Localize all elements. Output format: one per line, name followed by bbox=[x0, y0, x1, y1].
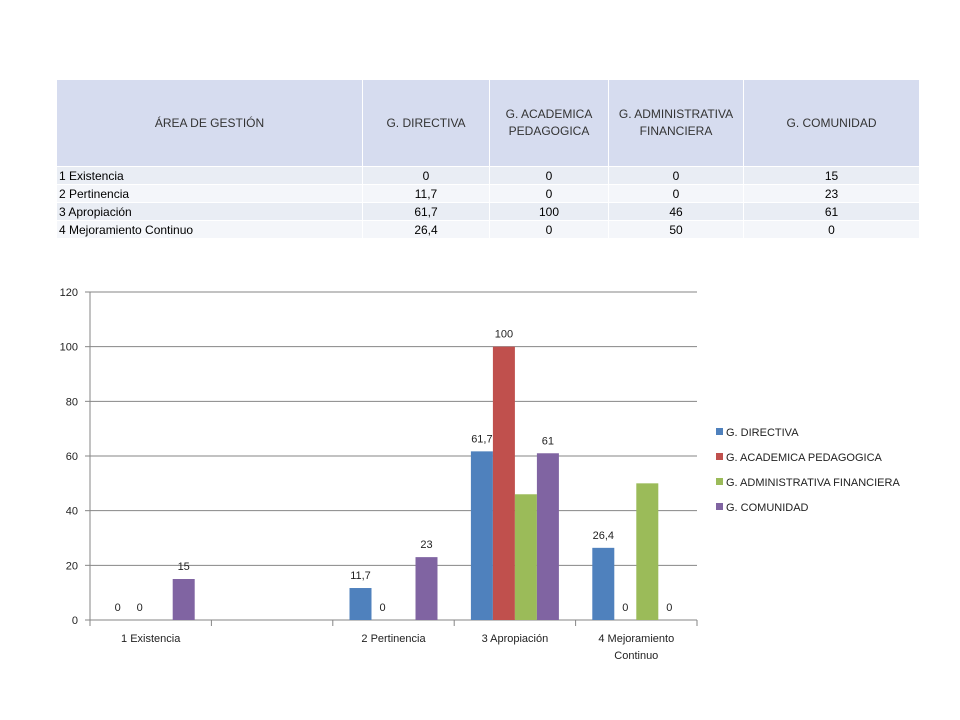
bar bbox=[592, 547, 615, 620]
data-label: 61 bbox=[542, 435, 554, 447]
table-header-row: ÁREA DE GESTIÓN G. DIRECTIVA G. ACADEMIC… bbox=[57, 80, 920, 167]
bar bbox=[172, 579, 195, 620]
bar bbox=[415, 557, 438, 620]
data-label: 11,7 bbox=[350, 570, 371, 582]
table-cell: 26,4 bbox=[362, 220, 490, 238]
bar bbox=[492, 346, 515, 620]
table-cell: 0 bbox=[362, 166, 490, 185]
data-label: 0 bbox=[379, 602, 385, 614]
legend-label: G. COMUNIDAD bbox=[726, 502, 809, 514]
bar bbox=[514, 494, 537, 620]
table-cell: 11,7 bbox=[362, 184, 490, 203]
x-tick-label: 4 Mejoramiento bbox=[598, 633, 674, 645]
header-academica: G. ACADEMICA PEDAGOGICA bbox=[489, 80, 609, 167]
row-label: 4 Mejoramiento Continuo bbox=[57, 220, 363, 238]
row-label: 2 Pertinencia bbox=[57, 184, 363, 203]
header-directiva: G. DIRECTIVA bbox=[362, 80, 490, 167]
table-row: 4 Mejoramiento Continuo 26,4 0 50 0 bbox=[57, 220, 920, 238]
y-tick-label: 60 bbox=[66, 451, 78, 463]
header-administrativa: G. ADMINISTRATIVA FINANCIERA bbox=[608, 80, 744, 167]
y-tick-label: 100 bbox=[60, 342, 78, 354]
data-label: 0 bbox=[666, 602, 672, 614]
y-tick-label: 0 bbox=[72, 615, 78, 627]
bar bbox=[536, 453, 559, 620]
bar bbox=[636, 483, 659, 620]
bar bbox=[470, 451, 493, 620]
legend-swatch bbox=[716, 478, 723, 485]
data-label: 100 bbox=[495, 329, 513, 341]
table-cell: 46 bbox=[608, 202, 744, 221]
data-label: 15 bbox=[178, 561, 190, 573]
data-label: 0 bbox=[115, 602, 121, 614]
y-tick-label: 40 bbox=[66, 506, 78, 518]
header-area: ÁREA DE GESTIÓN bbox=[57, 80, 363, 167]
legend-label: G. ACADEMICA PEDAGOGICA bbox=[726, 452, 883, 464]
y-tick-label: 120 bbox=[60, 287, 78, 299]
legend-swatch bbox=[716, 453, 723, 460]
table-cell: 100 bbox=[489, 202, 609, 221]
row-label: 1 Existencia bbox=[57, 166, 363, 185]
table-cell: 23 bbox=[743, 184, 920, 203]
x-tick-label: 2 Pertinencia bbox=[361, 633, 426, 645]
x-tick-label: 3 Apropiación bbox=[482, 633, 549, 645]
header-comunidad: G. COMUNIDAD bbox=[743, 80, 920, 167]
table-cell: 0 bbox=[489, 184, 609, 203]
data-label: 0 bbox=[137, 602, 143, 614]
table-cell: 61 bbox=[743, 202, 920, 221]
table-cell: 0 bbox=[743, 220, 920, 238]
legend-swatch bbox=[716, 503, 723, 510]
table-cell: 0 bbox=[489, 166, 609, 185]
table-cell: 0 bbox=[608, 184, 744, 203]
y-tick-label: 20 bbox=[66, 560, 78, 572]
row-label: 3 Apropiación bbox=[57, 202, 363, 221]
y-tick-label: 80 bbox=[66, 396, 78, 408]
table-row: 2 Pertinencia 11,7 0 0 23 bbox=[57, 184, 920, 203]
data-label: 26,4 bbox=[593, 530, 614, 542]
table-cell: 0 bbox=[608, 166, 744, 185]
bar bbox=[349, 588, 372, 620]
legend-swatch bbox=[716, 428, 723, 435]
legend-label: G. ADMINISTRATIVA FINANCIERA bbox=[726, 477, 900, 489]
legend-label: G. DIRECTIVA bbox=[726, 427, 799, 439]
x-tick-label: Continuo bbox=[614, 650, 658, 662]
data-table: ÁREA DE GESTIÓN G. DIRECTIVA G. ACADEMIC… bbox=[57, 80, 920, 238]
table-row: 3 Apropiación 61,7 100 46 61 bbox=[57, 202, 920, 221]
data-label: 61,7 bbox=[471, 433, 492, 445]
x-tick-label: 1 Existencia bbox=[121, 633, 181, 645]
data-label: 0 bbox=[622, 602, 628, 614]
table-row: 1 Existencia 0 0 0 15 bbox=[57, 166, 920, 185]
table-cell: 0 bbox=[489, 220, 609, 238]
data-label: 23 bbox=[420, 539, 432, 551]
table-cell: 50 bbox=[608, 220, 744, 238]
table-cell: 61,7 bbox=[362, 202, 490, 221]
table-cell: 15 bbox=[743, 166, 920, 185]
